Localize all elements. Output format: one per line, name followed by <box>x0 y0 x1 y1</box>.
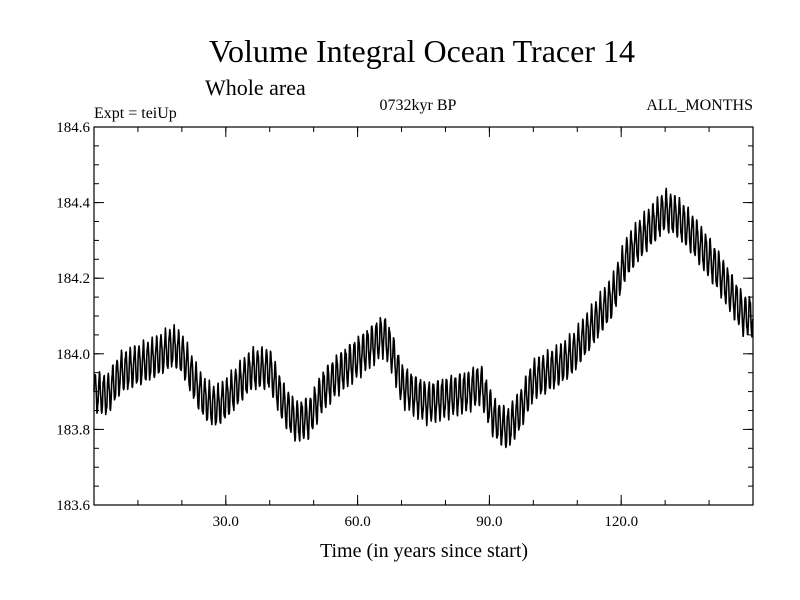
series-layer <box>93 187 754 449</box>
y-tick-label: 184.4 <box>56 196 90 212</box>
y-tick-label: 183.8 <box>56 422 90 438</box>
series-line <box>93 187 754 449</box>
y-tick-label: 184.0 <box>56 347 90 363</box>
x-tick-label: 90.0 <box>476 514 502 530</box>
experiment-label: Expt = teiUp <box>94 105 177 122</box>
y-tick-label: 184.6 <box>56 120 90 136</box>
x-tick-label: 60.0 <box>344 514 370 530</box>
months-label: ALL_MONTHS <box>646 97 753 114</box>
axis-ticks <box>94 126 753 506</box>
tick-labels: 30.0 60.0 90.0 120.0 183.6 183.8 184.0 184.2 184… <box>56 120 638 530</box>
y-tick-label: 183.6 <box>56 498 90 514</box>
y-tick-label: 184.2 <box>56 271 90 287</box>
x-tick-label: 120.0 <box>604 514 638 530</box>
chart-title: Volume Integral Ocean Tracer 14 <box>209 33 635 69</box>
chart-subtitle: Whole area <box>205 75 306 100</box>
x-tick-label: 30.0 <box>213 514 239 530</box>
plot-frame <box>93 126 754 506</box>
x-axis-label: Time (in years since start) <box>320 540 528 562</box>
period-label: 0732kyr BP <box>380 97 457 114</box>
